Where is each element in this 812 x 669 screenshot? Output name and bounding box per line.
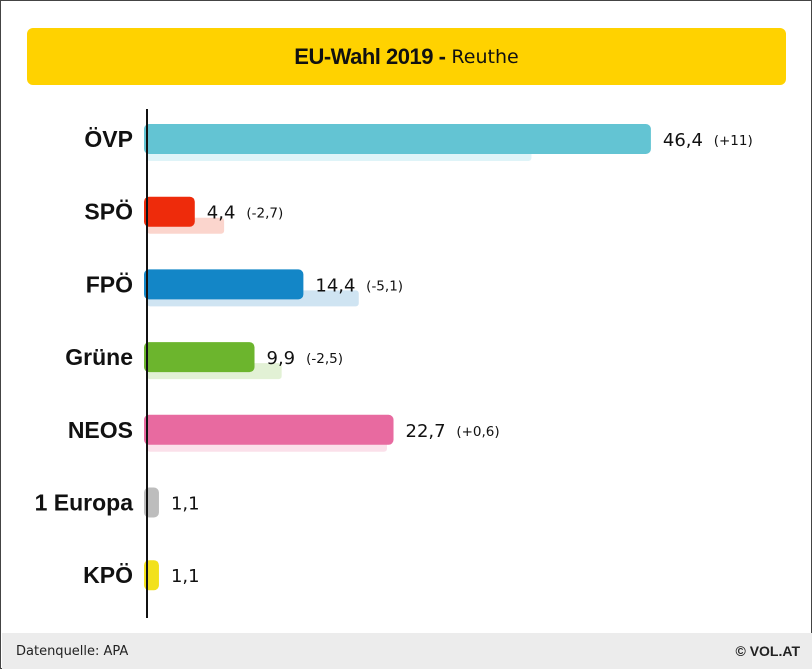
value-label: 1,1: [171, 566, 200, 587]
change-label: (-2,5): [306, 351, 343, 367]
category-label: ÖVP: [84, 126, 133, 152]
change-label: (-5,1): [366, 278, 403, 294]
value-label: 22,7: [406, 421, 446, 442]
value-bar: [144, 196, 195, 227]
value-bar: [144, 342, 255, 373]
value-label: 1,1: [171, 494, 200, 515]
title-bar: EU-Wahl 2019 - Reuthe: [27, 28, 786, 85]
data-source: Datenquelle: APA: [16, 644, 129, 659]
footer: Datenquelle: APA © VOL.AT: [2, 633, 812, 669]
change-label: (+0,6): [456, 424, 499, 440]
value-label: 14,4: [315, 275, 355, 296]
value-label: 9,9: [267, 348, 296, 369]
chart-title: EU-Wahl 2019 -: [294, 43, 446, 69]
brand-logo: © VOL.AT: [735, 643, 801, 659]
chart-subtitle: Reuthe: [451, 45, 519, 68]
change-label: (-2,7): [246, 206, 283, 222]
bar-chart: ÖVP 46,4 (+11) SPÖ 4,4 (-2,7) FPÖ 14,4 (-5,1) Grü…: [35, 109, 753, 618]
category-label: KPÖ: [83, 562, 133, 588]
value-label: 4,4: [207, 203, 236, 224]
category-label: SPÖ: [84, 199, 133, 225]
value-bar: [144, 269, 304, 300]
category-label: Grüne: [65, 344, 133, 370]
change-label: (+11): [714, 133, 753, 149]
category-label: FPÖ: [86, 271, 133, 297]
category-label: NEOS: [68, 417, 133, 443]
value-label: 46,4: [663, 130, 703, 151]
value-bar: [144, 124, 651, 154]
category-label: 1 Europa: [35, 490, 134, 516]
value-bar: [144, 414, 394, 445]
